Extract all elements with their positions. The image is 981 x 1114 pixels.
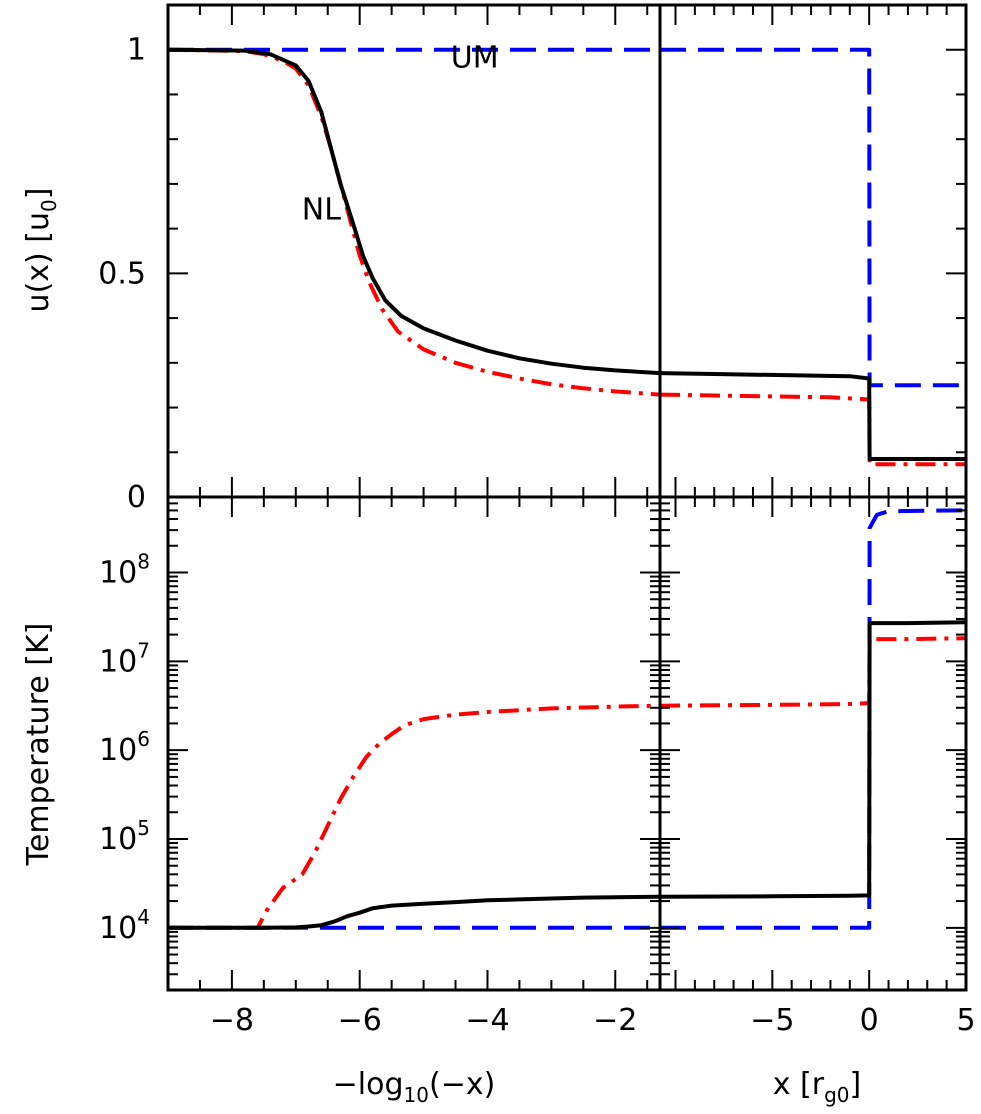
series-black-tl	[168, 47, 660, 376]
series-blue-tr	[660, 47, 966, 388]
y-tick-label: 108	[99, 550, 150, 591]
frame-layer	[166, 3, 968, 992]
x-tick-label: 0	[860, 1003, 879, 1038]
y-axis-label-temperature: Temperature [K]	[21, 623, 56, 867]
y-tick-label: 1	[127, 33, 146, 68]
y-tick-label: 105	[99, 816, 150, 857]
y-tick-label: 104	[99, 905, 150, 946]
series-black-br	[660, 620, 966, 899]
series-red-tr	[660, 392, 966, 467]
panel-frame-tr	[658, 3, 968, 499]
series-red-br	[660, 636, 966, 708]
x-tick-label: −5	[750, 1003, 794, 1038]
series-red-bl	[168, 703, 660, 930]
y-axis-label-velocity: u(x) [u0]	[21, 188, 61, 313]
series-group-bl	[168, 703, 660, 930]
labels-layer: 0 0.5 1 104 105 106 107 108 −8 −6 −4 −2 −5 0 5 u(x) [u0…	[21, 33, 976, 1107]
x-tick-label: −6	[338, 1003, 382, 1038]
series-group-br	[660, 508, 966, 930]
x-tick-label: 5	[956, 1003, 975, 1038]
annotation-um: UM	[451, 41, 499, 76]
annotation-nl: NL	[302, 193, 341, 228]
series-blue-br	[660, 508, 966, 930]
panel-frame-tl	[166, 3, 662, 499]
series-group-tl	[168, 47, 660, 397]
y-tick-label: 106	[99, 727, 150, 768]
series-black-bl	[168, 894, 660, 930]
series-group-tr	[660, 47, 966, 467]
series-black-tr	[660, 371, 966, 461]
x-tick-label: −8	[210, 1003, 254, 1038]
y-tick-label: 0	[127, 480, 146, 515]
x-tick-label: −2	[593, 1003, 637, 1038]
series-red-tl	[168, 47, 660, 397]
x-tick-label: −4	[465, 1003, 509, 1038]
x-axis-label-log: −log10(−x)	[333, 1067, 496, 1107]
y-tick-label: 107	[99, 638, 150, 679]
x-axis-label-x: x [rg0]	[773, 1067, 861, 1107]
panel-frame-bl	[166, 495, 662, 992]
y-tick-label: 0.5	[98, 256, 146, 291]
series-layer	[168, 47, 966, 930]
ticks-layer	[167, 4, 967, 991]
panel-frame-br	[658, 495, 968, 992]
